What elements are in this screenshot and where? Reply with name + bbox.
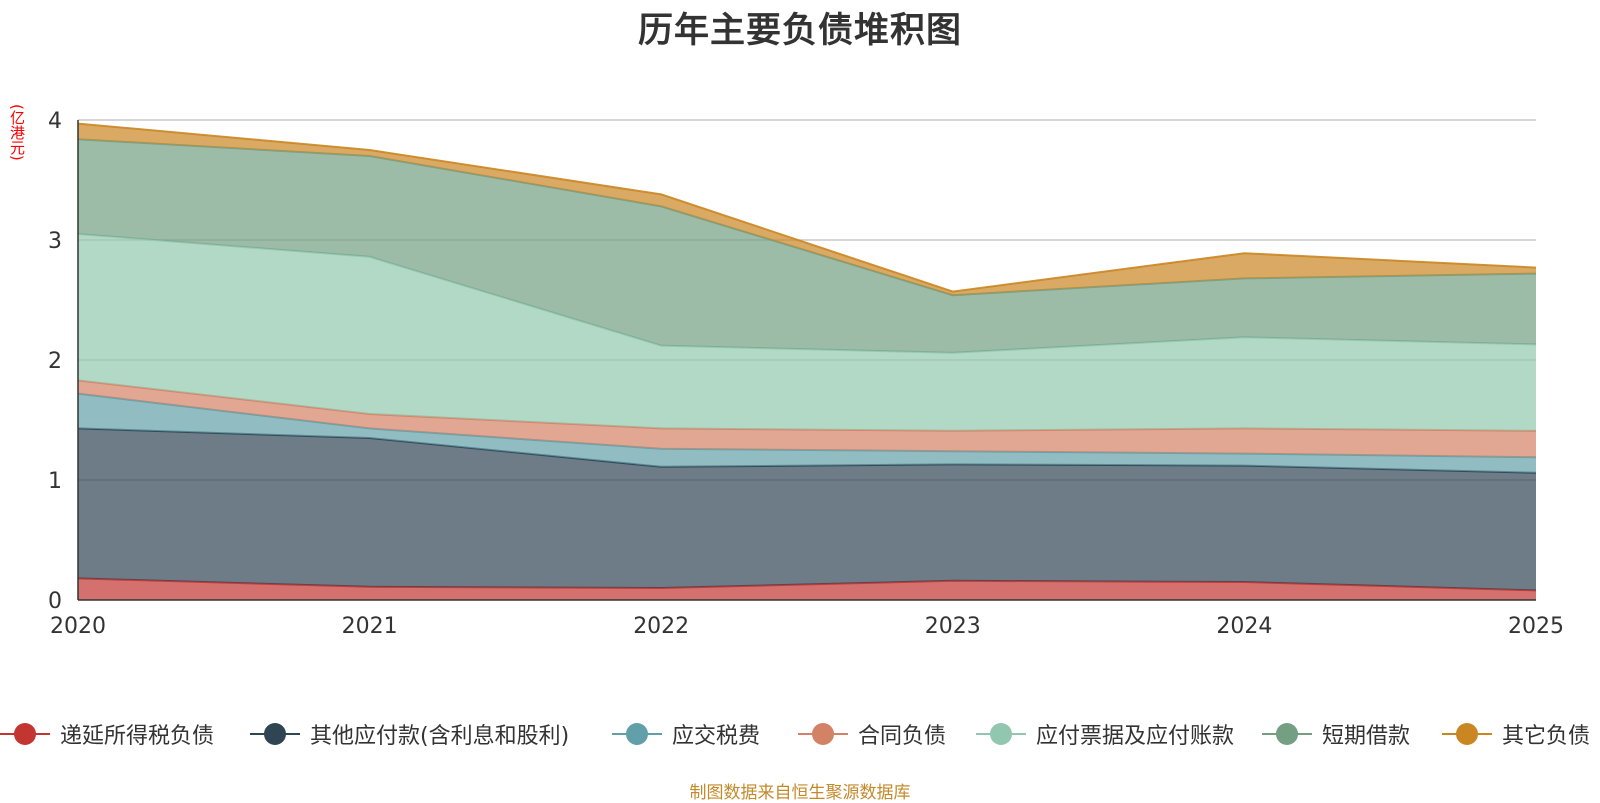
data-source-footer: 制图数据来自恒生聚源数据库 [689, 783, 911, 803]
legend-marker-icon [1442, 719, 1492, 749]
legend-marker-icon [250, 719, 300, 749]
legend-item-4[interactable]: 应付票据及应付账款 [976, 716, 1234, 752]
axes [77, 120, 1536, 601]
legend-item-2[interactable]: 应交税费 [612, 716, 760, 752]
legend-label: 应付票据及应付账款 [1036, 724, 1235, 749]
area-series-3[interactable] [78, 380, 1536, 458]
x-tick-label: 2022 [633, 614, 689, 639]
legend-label: 短期借款 [1322, 724, 1411, 749]
legend-label: 合同负债 [858, 724, 947, 749]
legend-item-0[interactable]: 递延所得税负债 [0, 716, 214, 752]
x-tick-label: 2025 [1508, 614, 1564, 639]
y-tick-label: 4 [48, 109, 62, 134]
area-series [77, 122, 1537, 600]
x-tick-label: 2020 [50, 614, 106, 639]
chart-title: 历年主要负债堆积图 [637, 11, 962, 51]
legend-label: 其他应付款(含利息和股利) [310, 724, 570, 749]
x-tick-label: 2023 [925, 614, 981, 639]
area-series-0[interactable] [78, 578, 1536, 600]
x-tick-label: 2024 [1216, 614, 1272, 639]
area-series-line-6 [77, 122, 1537, 293]
legend-label: 其它负债 [1502, 724, 1591, 749]
y-tick-label: 3 [48, 229, 62, 254]
legend-marker-icon [976, 719, 1026, 749]
legend-label: 递延所得税负债 [60, 724, 215, 749]
area-series-5[interactable] [78, 139, 1536, 353]
area-series-line-0 [77, 577, 1537, 592]
y-tick-label: 1 [48, 469, 62, 494]
tick-labels: 0 1 2 3 4 2020 2021 2022 2023 2024 2025 [48, 109, 1564, 639]
area-series-1[interactable] [78, 428, 1536, 591]
legend-marker-icon [798, 719, 848, 749]
legend-marker-icon [0, 719, 50, 749]
legend-marker-icon [1262, 719, 1312, 749]
area-series-2[interactable] [78, 393, 1536, 473]
legend: 递延所得税负债 其他应付款(含利息和股利) 应交税费 合同负债 应付票据及应付账款 短期借… [0, 716, 1600, 752]
area-series-4[interactable] [78, 234, 1536, 431]
y-tick-label: 0 [48, 589, 62, 614]
x-tick-label: 2021 [342, 614, 398, 639]
legend-marker-icon [612, 719, 662, 749]
legend-label: 应交税费 [672, 724, 761, 749]
legend-item-3[interactable]: 合同负债 [798, 716, 946, 752]
y-tick-label: 2 [48, 349, 62, 374]
legend-item-5[interactable]: 短期借款 [1262, 716, 1410, 752]
legend-item-6[interactable]: 其它负债 [1442, 716, 1590, 752]
legend-item-1[interactable]: 其他应付款(含利息和股利) [250, 716, 569, 752]
area-series-6[interactable] [78, 123, 1536, 296]
y-axis-unit-label: (亿港元) [8, 104, 26, 161]
